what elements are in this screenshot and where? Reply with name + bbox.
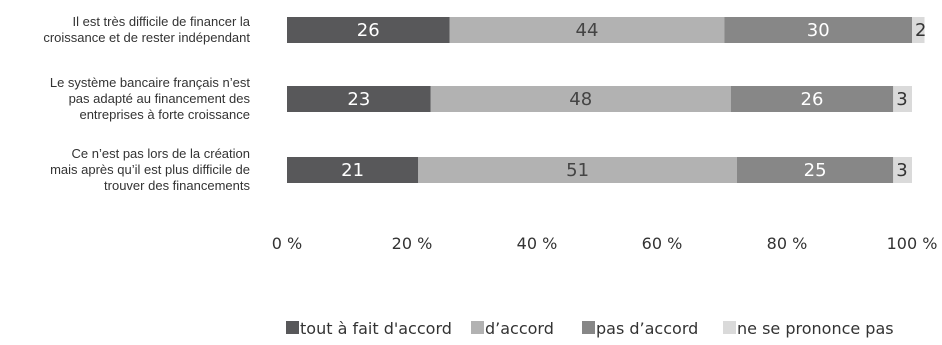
data-label-1-4: 2: [915, 20, 926, 41]
bar-segment-3-4: [893, 157, 912, 183]
category-label-1: Il est très difficile de financer la croi…: [43, 14, 250, 45]
data-label-1-1: 26: [357, 20, 380, 41]
data-label-2-1: 23: [347, 89, 370, 110]
category-labels: Il est très difficile de financer la croi…: [43, 14, 250, 193]
bar-segment-1-1: [287, 17, 450, 43]
bar-segment-2-2: [430, 86, 731, 112]
bar-segment-2-4: [893, 86, 912, 112]
data-label-2-4: 3: [896, 89, 907, 110]
data-label-3-1: 21: [341, 160, 364, 181]
x-axis-ticks: 0 % 20 % 40 % 60 % 80 % 100 %: [272, 234, 938, 253]
data-label-3-4: 3: [896, 160, 907, 181]
data-label-1-3: 30: [807, 20, 830, 41]
bar-segment-1-2: [449, 17, 725, 43]
category-label-2: Le système bancaire français n’est pas ad…: [50, 75, 251, 122]
data-label-2-2: 48: [569, 89, 592, 110]
bar-segment-1-4: [912, 17, 925, 43]
legend-swatch-2: [471, 321, 484, 334]
x-tick-label-1: 0 %: [272, 234, 302, 253]
x-tick-label-6: 100 %: [887, 234, 938, 253]
data-label-2-3: 26: [801, 89, 824, 110]
bars: 26 44 30 2 23 48 26 3 21 51 25 3: [287, 17, 926, 183]
legend-swatch-4: [723, 321, 736, 334]
x-tick-label-2: 20 %: [392, 234, 433, 253]
bar-segment-3-1: [287, 157, 419, 183]
data-label-1-2: 44: [576, 20, 599, 41]
data-label-3-2: 51: [566, 160, 589, 181]
bar-segment-3-2: [418, 157, 737, 183]
x-tick-label-3: 40 %: [517, 234, 558, 253]
legend-label-1: tout à fait d'accord: [300, 319, 452, 338]
bar-segment-2-3: [730, 86, 894, 112]
legend-label-4: ne se prononce pas: [737, 319, 894, 338]
bar-segment-2-1: [287, 86, 431, 112]
legend-swatch-3: [582, 321, 595, 334]
x-tick-label-5: 80 %: [767, 234, 808, 253]
bar-segment-1-3: [724, 17, 912, 43]
data-label-3-3: 25: [804, 160, 827, 181]
legend-swatch-1: [286, 321, 299, 334]
category-label-3: Ce n’est pas lors de la création mais apr…: [50, 146, 250, 193]
legend: tout à fait d'accord d’accord pas d’accord…: [286, 319, 894, 338]
legend-label-2: d’accord: [485, 319, 554, 338]
x-tick-label-4: 60 %: [642, 234, 683, 253]
legend-label-3: pas d’accord: [596, 319, 698, 338]
bar-segment-3-3: [737, 157, 894, 183]
